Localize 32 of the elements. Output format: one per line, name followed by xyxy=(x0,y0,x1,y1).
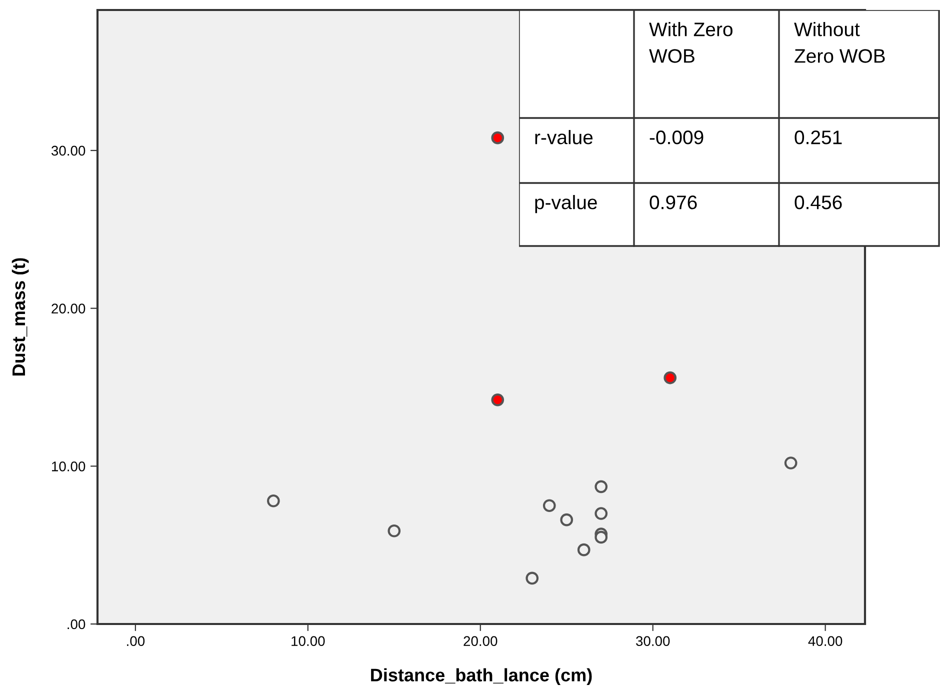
annotation: With Zero WOB xyxy=(649,22,732,63)
x-tick-label: .00 xyxy=(127,636,145,646)
point xyxy=(491,393,504,406)
point xyxy=(664,371,677,384)
y-tick-label: 30.00 xyxy=(51,146,86,156)
point xyxy=(388,524,401,538)
x-axis-title: Distance_bath_lance (cm) xyxy=(371,668,592,686)
point xyxy=(594,507,608,520)
annotation: 0.456 xyxy=(794,196,842,210)
y-axis-title: Dust_mass (t) xyxy=(12,258,29,376)
point xyxy=(266,494,280,508)
point xyxy=(594,480,608,494)
point xyxy=(594,530,608,544)
x-tick-label: 30.00 xyxy=(636,636,670,646)
annotation: -0.009 xyxy=(650,130,704,144)
annotation: 0.251 xyxy=(794,130,842,144)
annotation: p-value xyxy=(535,195,597,214)
annotation: r-value xyxy=(535,130,593,144)
x-tick-label: 20.00 xyxy=(464,636,498,646)
x-tick-label: 10.00 xyxy=(292,636,325,646)
annotation: 0.976 xyxy=(650,196,697,210)
annotation: Without Zero WOB xyxy=(794,22,885,63)
point xyxy=(526,572,539,585)
y-tick-label: 10.00 xyxy=(52,461,86,472)
point xyxy=(560,513,574,526)
point xyxy=(542,499,556,512)
point xyxy=(784,456,798,470)
y-tick-label: .00 xyxy=(68,619,86,630)
point xyxy=(491,131,504,144)
point xyxy=(577,543,590,556)
x-tick-label: 40.00 xyxy=(808,636,842,646)
y-tick-label: 20.00 xyxy=(52,304,86,314)
